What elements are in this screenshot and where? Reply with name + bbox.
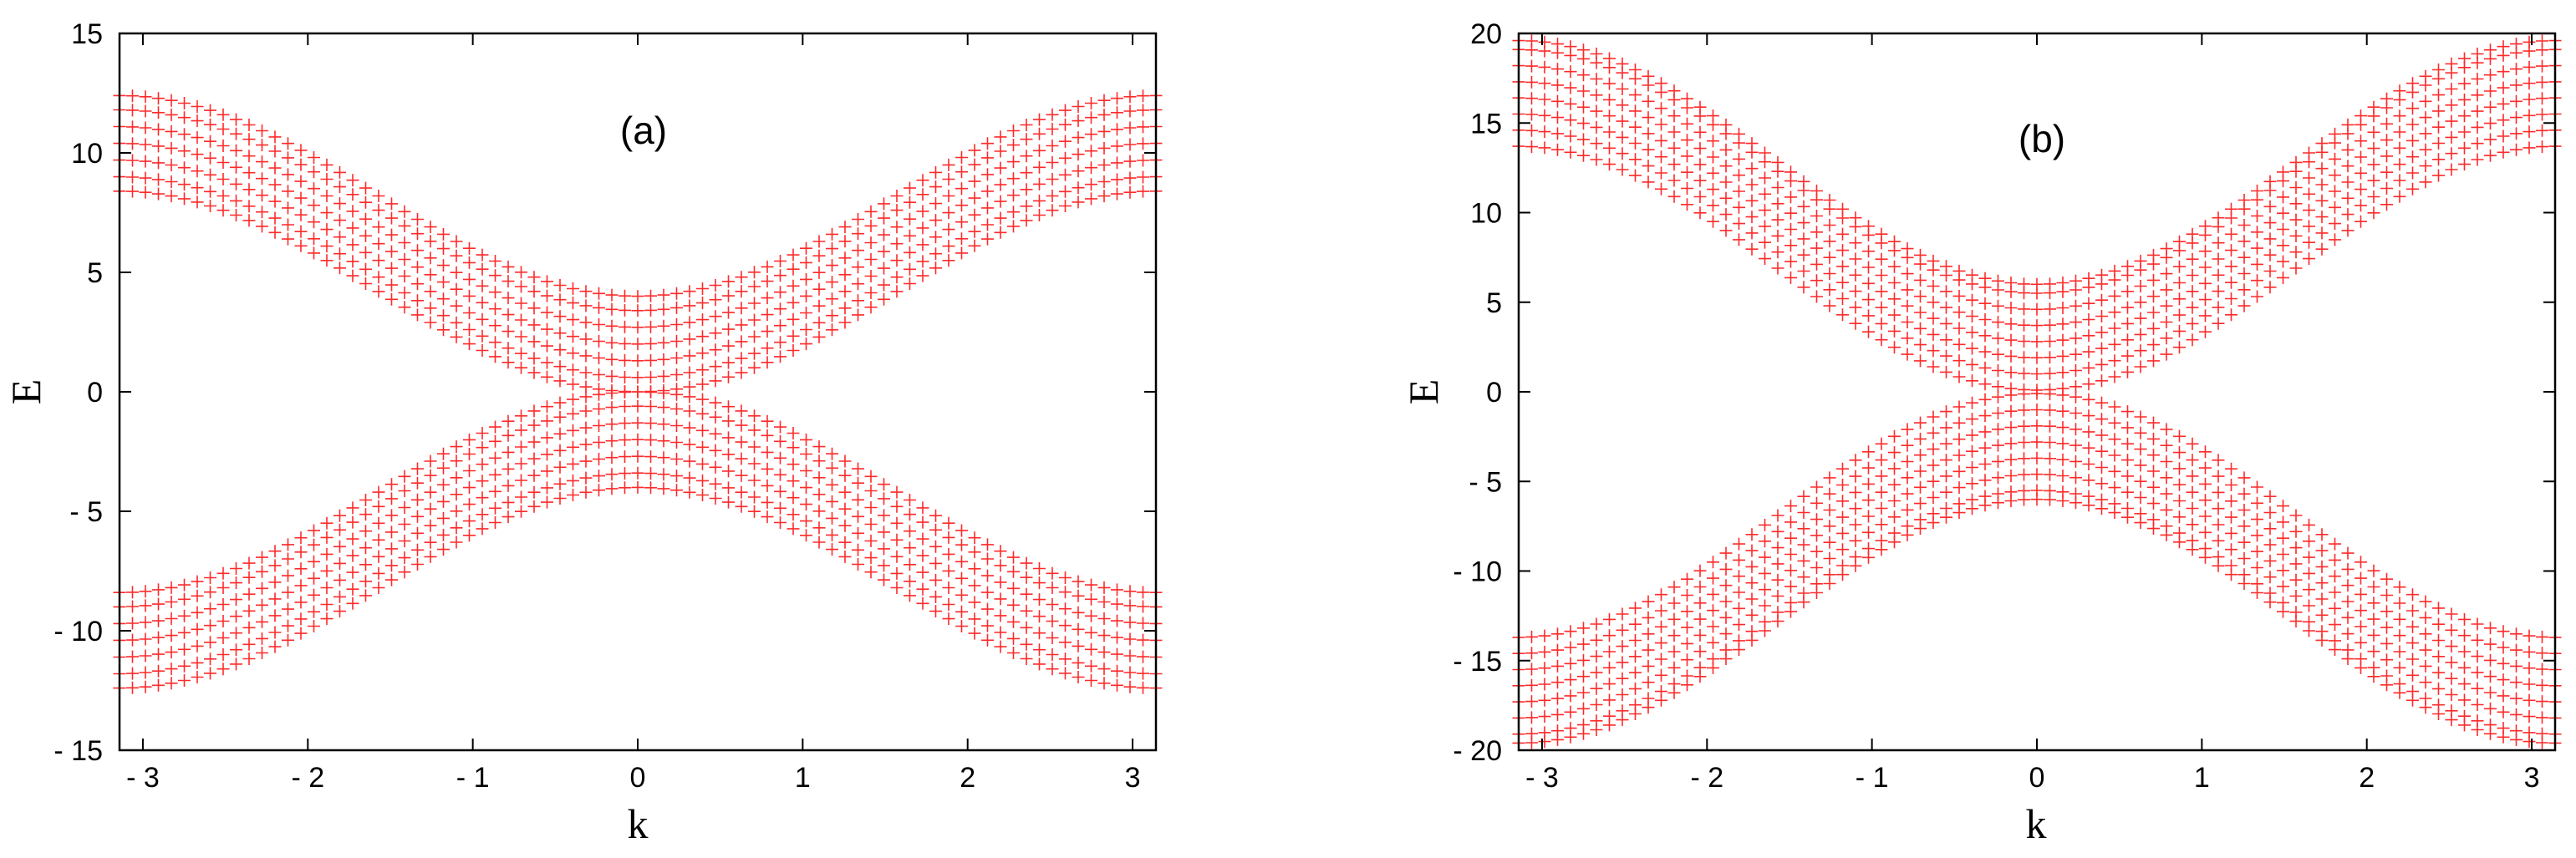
panel-b-y-tick-label: 15 (1470, 108, 1502, 140)
panel-a-x-tick-label: 3 (1125, 762, 1141, 794)
panel-b-band (1512, 484, 2562, 741)
panel-a-y-tick-label: - 5 (69, 496, 103, 528)
panel-b-band-points (1512, 484, 2562, 741)
panel-a-x-tick-label: 1 (795, 762, 811, 794)
panel-a-band-points (113, 399, 1163, 613)
panel-b-x-tick-label: 1 (2194, 762, 2210, 794)
panel-a-band (113, 170, 1163, 384)
panel-a-band-points (113, 137, 1163, 351)
panel-a-band-points (113, 466, 1163, 680)
panel-a-x-axis-label: k (628, 800, 649, 847)
panel-a-band (113, 433, 1163, 647)
panel-a-band (113, 154, 1163, 368)
panel-b-y-tick-label: - 15 (1453, 646, 1502, 678)
panel-b-band-points (1512, 34, 2562, 291)
panel-a-band (113, 416, 1163, 630)
panel-a-y-axis-label: E (3, 379, 49, 405)
panel-a-x-tick-label: - 3 (126, 762, 160, 794)
panel-a-band (113, 399, 1163, 613)
panel-a-band-points (113, 480, 1163, 695)
panel-a-y-tick-label: - 10 (53, 616, 103, 647)
panel-a-x-tick-label: - 1 (456, 762, 490, 794)
panel-b-x-tick-label: 3 (2524, 762, 2540, 794)
panel-b-y-tick-label: - 20 (1453, 735, 1502, 767)
panel-b-x-tick-label: - 1 (1856, 762, 1889, 794)
panel-b-band-points (1512, 468, 2562, 724)
panel-b-band-points (1512, 43, 2562, 300)
panel-b-band (1512, 43, 2562, 300)
panel-b-x-tick-label: - 2 (1690, 762, 1723, 794)
panel-a-y-tick-label: 10 (71, 138, 103, 170)
panel-a-band-points (113, 170, 1163, 384)
panel-a-y-tick-label: - 15 (53, 735, 103, 767)
panel-b-band-points (1512, 59, 2562, 316)
panel-b-y-tick-label: 10 (1470, 198, 1502, 230)
panel-b-x-axis-label: k (2026, 800, 2047, 847)
panel-b-y-tick-label: - 10 (1453, 556, 1502, 588)
panel-b-y-tick-label: 0 (1486, 377, 1502, 409)
panel-b-y-tick-label: 20 (1470, 18, 1502, 50)
panel-a-x-tick-label: 2 (960, 762, 975, 794)
panel-a-band (113, 480, 1163, 695)
panel-b-band (1512, 468, 2562, 724)
panel-b-panel-label: (b) (2019, 117, 2065, 160)
panel-b-x-tick-label: - 3 (1525, 762, 1559, 794)
panel-b-band-points (1512, 493, 2562, 749)
panel-b-y-axis-label: E (1400, 379, 1447, 405)
panel-b-band (1512, 34, 2562, 291)
panel-a-y-tick-label: 0 (87, 377, 103, 409)
panel-b-band (1512, 493, 2562, 749)
panel-a-y-tick-label: 15 (71, 18, 103, 50)
panel-b-y-tick-label: - 5 (1469, 466, 1502, 498)
panel-a-panel-label: (a) (620, 109, 667, 152)
panel-a-band-points (113, 416, 1163, 630)
panel-a-x-tick-label: - 2 (291, 762, 324, 794)
panel-a-band-points (113, 154, 1163, 368)
panel-a-band (113, 466, 1163, 680)
panel-a-band (113, 137, 1163, 351)
panel-b-x-tick-label: 0 (2029, 762, 2045, 794)
panel-b-x-tick-label: 2 (2359, 762, 2375, 794)
panel-a-markers (113, 89, 1163, 695)
panel-b-y-tick-label: 5 (1486, 287, 1502, 319)
panel-a-x-tick-label: 0 (630, 762, 646, 794)
panel-a-y-tick-label: 5 (87, 257, 103, 289)
panel-a-band-points (113, 433, 1163, 647)
panel-b-band (1512, 59, 2562, 316)
